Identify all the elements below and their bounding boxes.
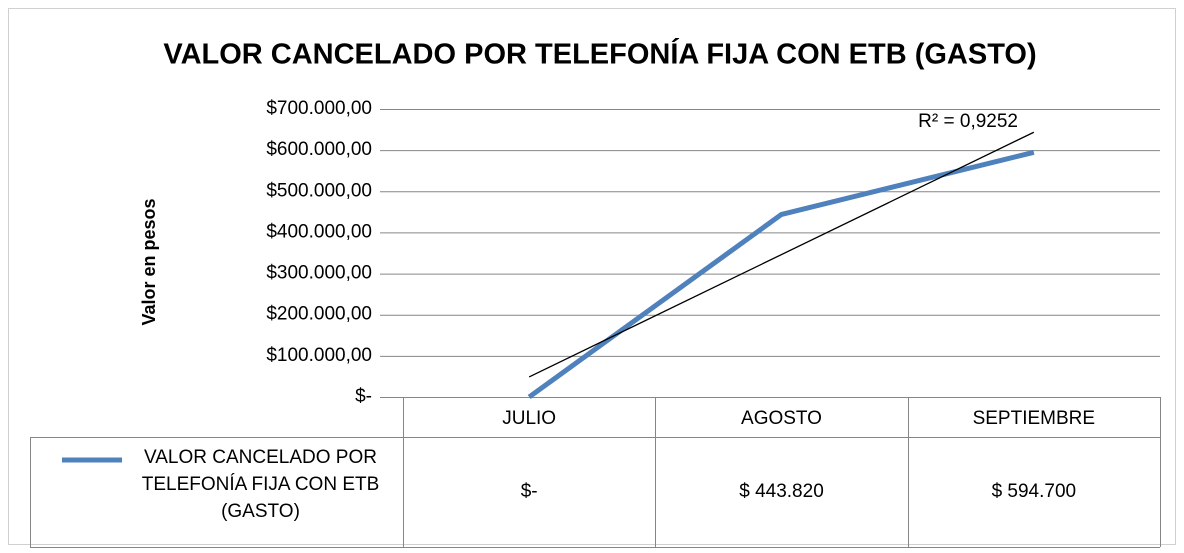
y-tick-label: $200.000,00 [266,304,372,325]
table-value: $ 594.700 [992,481,1077,502]
y-tick-label: $400.000,00 [266,221,372,242]
y-axis-title: Valor en pesos [139,198,159,325]
y-tick-label: $300.000,00 [266,263,372,284]
x-tick-label: AGOSTO [741,408,822,429]
y-tick-label: $600.000,00 [266,139,372,160]
chart-title: VALOR CANCELADO POR TELEFONÍA FIJA CON E… [163,37,1036,71]
table-value: $- [521,481,538,502]
y-tick-label: $700.000,00 [266,98,372,119]
y-tick-label: $100.000,00 [266,345,372,366]
legend-label: VALOR CANCELADO POR TELEFONÍA FIJA CON E… [141,447,380,522]
trendline-annotation: R² = 0,9252 [918,111,1018,132]
chart-border [8,8,1176,545]
x-tick-label: JULIO [502,408,556,429]
x-tick-label: SEPTIEMBRE [973,408,1095,429]
y-tick-label: $- [355,386,372,407]
y-tick-label: $500.000,00 [266,180,372,201]
table-value: $ 443.820 [739,481,824,502]
trendline [528,131,1035,378]
